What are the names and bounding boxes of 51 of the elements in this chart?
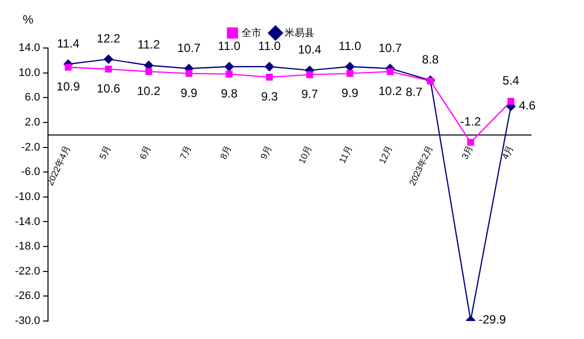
data-label: 10.6 [96,81,120,96]
y-tick-label: -30.0 [14,315,40,328]
y-axis-title: % [22,12,34,26]
x-tick-label: 3月 [460,144,475,161]
y-tick-label: 14.0 [18,42,40,54]
y-tick-label: -22.0 [14,265,40,278]
data-label: 10.9 [56,80,80,94]
x-tick-label: 10月 [296,144,314,166]
data-label: 11.0 [258,38,281,53]
x-tick-label: 8月 [218,144,234,161]
data-label: 8.8 [422,52,440,67]
data-label: 9.8 [220,86,238,100]
x-tick-label: 12月 [377,144,394,166]
y-tick-label: -6.0 [21,166,40,178]
data-label: 9.9 [180,86,198,100]
data-label: 10.2 [378,84,402,98]
y-tick-label: 6.0 [24,92,40,104]
x-tick-label: 11月 [337,144,354,165]
x-tick-label: 2022年4月 [45,144,72,188]
data-label: 4.6 [518,98,536,113]
data-label: 9.9 [342,86,359,100]
x-tick-label: 4月 [500,144,515,161]
data-label: 10.2 [137,84,161,98]
y-tick-label: 2.0 [24,116,40,128]
data-label: 11.2 [137,38,160,52]
data-label: 11.0 [338,38,362,53]
y-tick-label: 10.0 [18,66,40,79]
y-tick-label: -2.0 [21,141,40,154]
data-label: 5.4 [502,74,520,88]
data-label: 9.7 [301,86,318,101]
x-tick-label: 2023年2月 [407,144,434,188]
data-label: 9.3 [261,89,278,104]
data-label: 10.7 [378,40,402,55]
data-label: -29.9 [478,312,506,327]
y-tick-label: -14.0 [14,216,40,228]
data-label: 11.0 [218,38,241,53]
y-tick-label: -10.0 [14,190,40,203]
data-label: 8.7 [406,85,423,100]
x-tick-label: 5月 [98,144,112,161]
data-label: 10.7 [177,40,201,55]
x-tick-label: 6月 [138,144,153,161]
data-label: 12.2 [96,31,120,46]
x-tick-label: 7月 [178,144,193,161]
y-tick-label: -18.0 [14,240,40,253]
x-tick-label: 9月 [258,144,274,161]
data-label: -1.2 [460,114,482,129]
data-label: 10.4 [298,42,322,57]
legend-label: 全市 [242,26,262,39]
data-label: 11.4 [56,36,80,50]
y-tick-label: -26.0 [14,290,40,302]
legend-label: 米易县 [284,26,314,39]
